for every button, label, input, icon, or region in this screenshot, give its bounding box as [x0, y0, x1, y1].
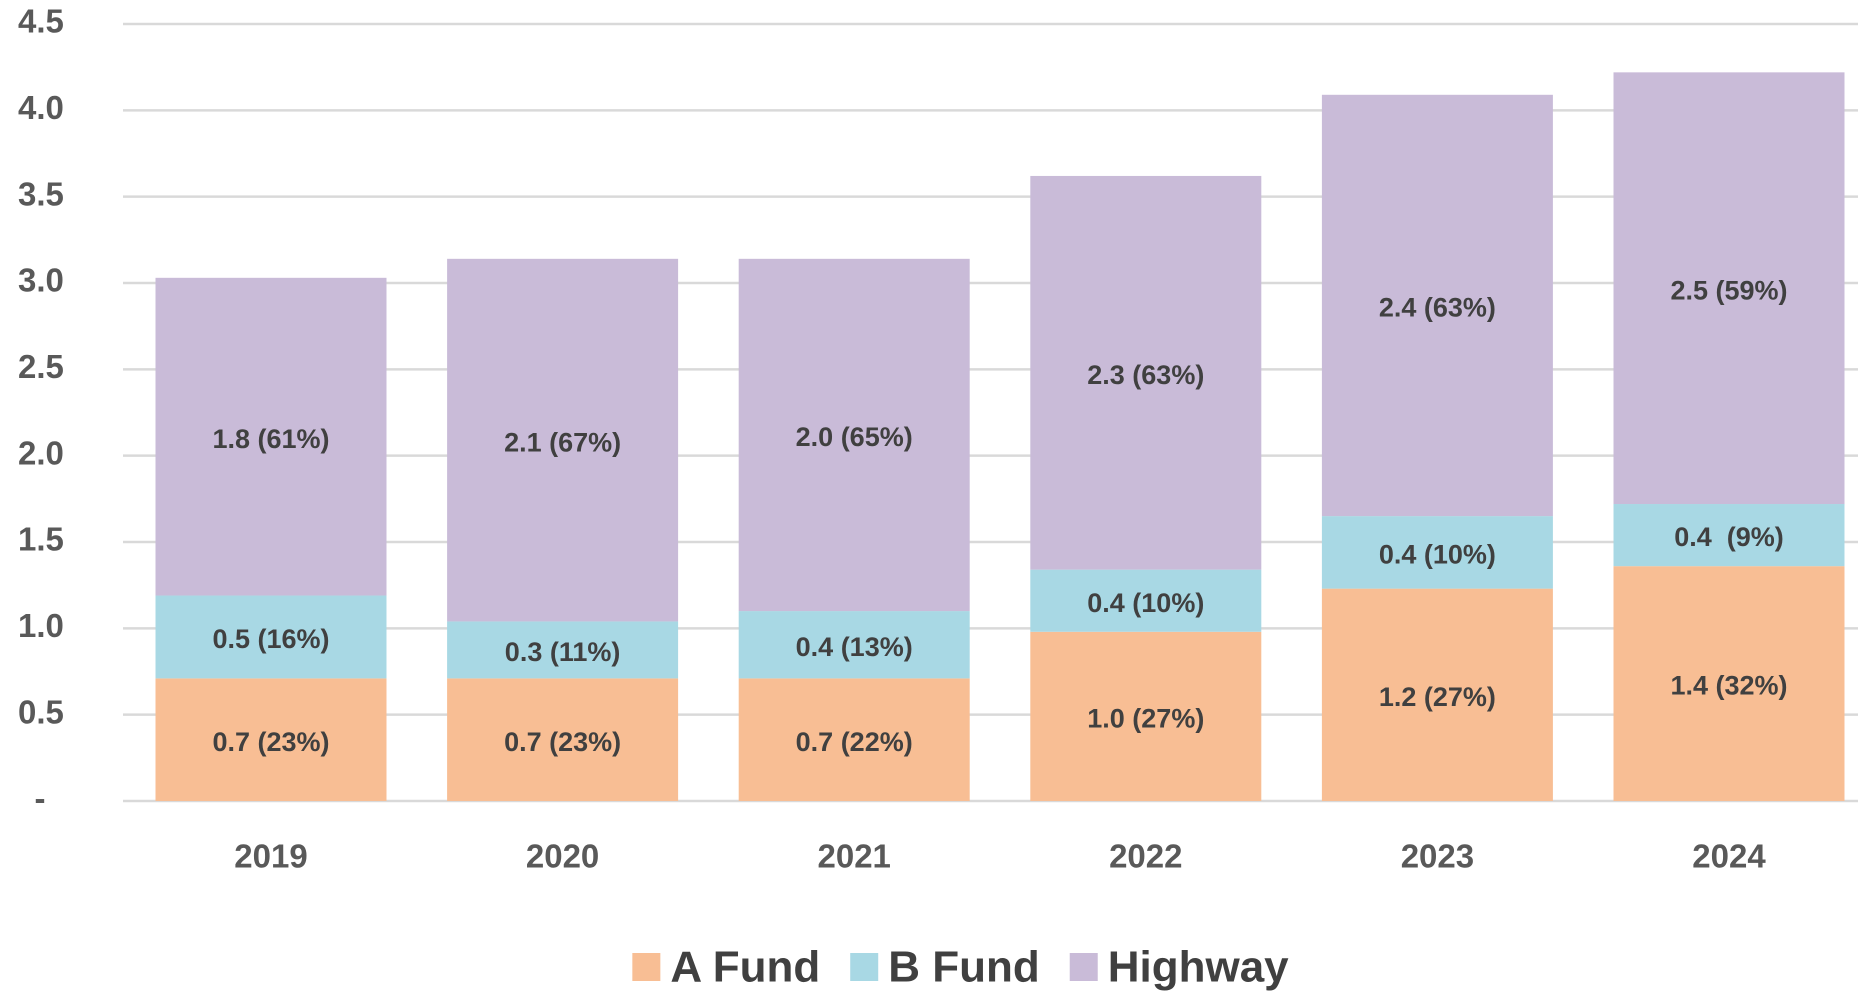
legend-label: B Fund	[888, 943, 1040, 992]
x-tick-label: 2022	[1109, 838, 1182, 875]
data-label: 1.2 (27%)	[1379, 682, 1496, 712]
data-label: 0.4 (9%)	[1674, 522, 1784, 552]
bar-segment	[1030, 631, 1262, 801]
data-label: 1.0 (27%)	[1087, 704, 1204, 734]
bar-segment	[447, 621, 679, 679]
y-tick-label: 0.5	[18, 693, 64, 730]
y-tick-label: 1.5	[18, 521, 64, 558]
bar-segment	[738, 678, 970, 801]
y-tick-label: -	[35, 780, 46, 817]
y-tick-label: 2.5	[18, 348, 64, 385]
data-label: 0.5 (16%)	[212, 624, 329, 654]
data-label: 2.3 (63%)	[1087, 360, 1204, 390]
data-label: 0.7 (22%)	[796, 727, 913, 757]
bar-segment	[1321, 516, 1553, 589]
data-label: 0.7 (23%)	[504, 727, 621, 757]
bar-segment	[1030, 175, 1262, 570]
y-tick-label: 3.0	[18, 262, 64, 299]
y-tick-label: 1.0	[18, 607, 64, 644]
bar-segment	[447, 258, 679, 622]
data-label: 2.4 (63%)	[1379, 293, 1496, 323]
y-tick-label: 4.0	[18, 89, 64, 126]
data-label: 0.4 (10%)	[1379, 539, 1496, 569]
legend-label: Highway	[1108, 943, 1289, 992]
data-label: 2.0 (65%)	[796, 422, 913, 452]
x-tick-label: 2023	[1401, 838, 1474, 875]
bar-segment	[1613, 566, 1845, 801]
bar-segment	[738, 258, 970, 612]
bar-segment	[155, 277, 387, 596]
data-label: 1.8 (61%)	[212, 424, 329, 454]
data-label: 0.4 (10%)	[1087, 588, 1204, 618]
y-tick-label: 2.0	[18, 434, 64, 471]
legend-swatch	[850, 953, 879, 981]
data-label: 2.1 (67%)	[504, 427, 621, 457]
bar-segment	[1321, 94, 1553, 517]
data-label: 1.4 (32%)	[1670, 671, 1787, 701]
legend-swatch	[632, 953, 661, 981]
y-tick-label: 3.5	[18, 175, 64, 212]
bar-segment	[1613, 504, 1845, 567]
bar-segment	[738, 611, 970, 679]
x-tick-label: 2024	[1692, 838, 1766, 875]
bar-segment	[1613, 72, 1845, 505]
bar-segment	[1030, 569, 1262, 632]
bar-segment	[155, 678, 387, 801]
y-tick-label: 4.5	[18, 3, 64, 40]
data-label: 2.5 (59%)	[1670, 275, 1787, 305]
data-label: 0.4 (13%)	[796, 632, 913, 662]
x-tick-label: 2020	[526, 838, 599, 875]
bar-segment	[155, 595, 387, 679]
data-label: 0.3 (11%)	[505, 637, 621, 667]
x-tick-label: 2019	[234, 838, 307, 875]
x-tick-label: 2021	[817, 838, 890, 875]
bar-segment	[1321, 588, 1553, 801]
bar-segment	[447, 678, 679, 801]
data-label: 0.7 (23%)	[212, 727, 329, 757]
legend-label: A Fund	[670, 943, 820, 992]
legend-swatch	[1069, 953, 1098, 981]
